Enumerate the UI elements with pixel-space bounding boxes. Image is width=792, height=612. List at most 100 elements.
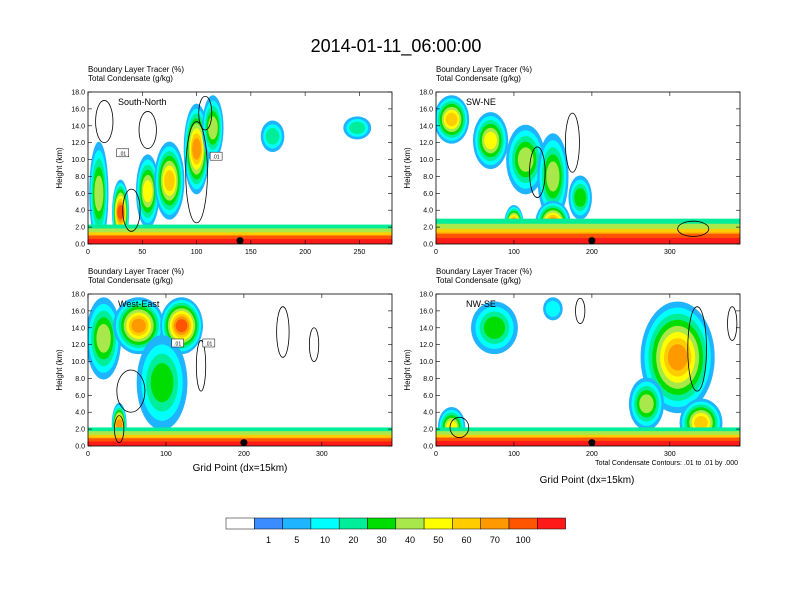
tracer-plume-5-level-30 bbox=[207, 116, 218, 140]
tracer-plume-2-level-40 bbox=[142, 179, 153, 203]
condensate-contour-2 bbox=[276, 306, 290, 358]
tracer-plume-1-level-40 bbox=[484, 131, 498, 150]
colorbar-swatch-11 bbox=[537, 517, 566, 530]
condensate-contour-2 bbox=[677, 220, 710, 237]
y-tick-label-7: 14.0 bbox=[419, 123, 433, 130]
y-tick-label-9: 18.0 bbox=[419, 292, 433, 299]
x-tick-label-3: 300 bbox=[316, 451, 328, 458]
plot-frame bbox=[87, 91, 393, 245]
colorbar-label-9: 100 bbox=[516, 535, 531, 545]
tracer-plume-2-level-30 bbox=[517, 147, 534, 172]
y-tick-label-1: 2.0 bbox=[75, 427, 85, 434]
x-tick-label-1: 50 bbox=[138, 249, 146, 256]
condensate-contour-4 bbox=[122, 188, 141, 232]
panel-label: SW-NE bbox=[466, 97, 496, 107]
tracer-plume-4-level-60 bbox=[192, 138, 201, 160]
panel-label: West-East bbox=[118, 299, 160, 309]
y-tick-label-8: 16.0 bbox=[71, 106, 85, 113]
panel-subtitle-tracer: Boundary Layer Tracer (%) bbox=[88, 267, 184, 276]
panels: Boundary Layer Tracer (%)Total Condensat… bbox=[55, 65, 741, 458]
y-tick-label-8: 16.0 bbox=[419, 106, 433, 113]
y-tick-label-2: 4.0 bbox=[75, 208, 85, 215]
y-axis-label: Height (km) bbox=[403, 147, 412, 189]
y-tick-label-9: 18.0 bbox=[71, 90, 85, 97]
y-tick-label-3: 6.0 bbox=[75, 191, 85, 198]
boundary-layer-band-5 bbox=[436, 440, 740, 446]
panel-west-east: Boundary Layer Tracer (%)Total Condensat… bbox=[55, 267, 393, 458]
tracer-field: .01 .01 bbox=[88, 95, 392, 244]
condensate-contour-0 bbox=[116, 369, 146, 413]
panel-subtitle-condensate: Total Condensate (g/kg) bbox=[88, 74, 173, 83]
panel-sw-ne: Boundary Layer Tracer (%)Total Condensat… bbox=[403, 65, 741, 256]
colorbar-swatch-0 bbox=[225, 517, 255, 530]
panel-subtitle-tracer: Boundary Layer Tracer (%) bbox=[436, 65, 532, 74]
x-tick-label-1: 100 bbox=[160, 451, 172, 458]
contour-label-0: .01 bbox=[119, 151, 126, 157]
contour-label-1: .01 bbox=[205, 341, 212, 347]
colorbar-label-6: 50 bbox=[433, 535, 443, 545]
condensate-contour-1 bbox=[529, 146, 546, 198]
contour-label-box-0 bbox=[171, 338, 184, 348]
tracer-plume-1-level-70 bbox=[117, 205, 124, 220]
y-tick-label-2: 4.0 bbox=[423, 208, 433, 215]
x-axis-label-right: Grid Point (dx=15km) bbox=[540, 475, 635, 486]
plot-area bbox=[88, 92, 392, 244]
tracer-plume-7-level-10 bbox=[349, 121, 366, 135]
x-tick-label-0: 0 bbox=[434, 451, 438, 458]
y-tick-label-1: 2.0 bbox=[423, 225, 433, 232]
figure-title: 2014-01-11_06:00:00 bbox=[311, 36, 482, 57]
y-tick-label-9: 18.0 bbox=[71, 292, 85, 299]
y-tick-label-2: 4.0 bbox=[423, 410, 433, 417]
x-tick-label-3: 300 bbox=[664, 249, 676, 256]
x-tick-label-0: 0 bbox=[86, 249, 90, 256]
tracer-plume-0-level-20 bbox=[483, 316, 506, 339]
y-tick-label-6: 12.0 bbox=[71, 140, 85, 147]
contour-label-1: .01 bbox=[213, 155, 220, 161]
y-tick-label-6: 12.0 bbox=[71, 342, 85, 349]
y-tick-label-3: 6.0 bbox=[423, 191, 433, 198]
plot-frame bbox=[435, 293, 741, 447]
colorbar-label-5: 40 bbox=[405, 535, 415, 545]
colorbar-swatch-2 bbox=[282, 517, 312, 530]
x-tick-label-2: 200 bbox=[586, 249, 598, 256]
condensate-contour-3 bbox=[308, 327, 320, 362]
y-tick-label-4: 8.0 bbox=[423, 376, 433, 383]
panel-subtitle-condensate: Total Condensate (g/kg) bbox=[88, 276, 173, 285]
panel-subtitle-condensate: Total Condensate (g/kg) bbox=[436, 74, 521, 83]
colorbar-label-0: 1 bbox=[266, 535, 271, 545]
colorbar-swatch-10 bbox=[508, 517, 538, 530]
tracer-plume-2-level-70 bbox=[175, 319, 188, 333]
panel-subtitle-condensate: Total Condensate (g/kg) bbox=[436, 276, 521, 285]
tracer-plume-6-level-10 bbox=[265, 127, 280, 145]
colorbar: 1 5 10 20 30 40 50 60 70 100 bbox=[225, 517, 566, 545]
panel-subtitle-tracer: Boundary Layer Tracer (%) bbox=[436, 267, 532, 276]
location-marker bbox=[236, 237, 244, 245]
x-tick-label-5: 250 bbox=[354, 249, 366, 256]
colorbar-label-1: 5 bbox=[294, 535, 299, 545]
tracer-field bbox=[436, 95, 740, 244]
boundary-layer-band-5 bbox=[436, 237, 740, 244]
x-tick-label-3: 300 bbox=[664, 451, 676, 458]
panel-south-north: Boundary Layer Tracer (%)Total Condensat… bbox=[55, 65, 393, 256]
panel-label: NW-SE bbox=[466, 299, 496, 309]
y-tick-label-7: 14.0 bbox=[71, 325, 85, 332]
panel-subtitle-tracer: Boundary Layer Tracer (%) bbox=[88, 65, 184, 74]
y-tick-label-8: 16.0 bbox=[419, 308, 433, 315]
condensate-contour-2 bbox=[185, 121, 208, 224]
y-tick-label-5: 10.0 bbox=[419, 157, 433, 164]
condensate-contour-0 bbox=[687, 306, 707, 392]
condensate-contour-3 bbox=[449, 416, 470, 438]
y-tick-label-5: 10.0 bbox=[71, 157, 85, 164]
tracer-field: .01 .01 bbox=[88, 297, 392, 446]
x-axis-label-left: Grid Point (dx=15km) bbox=[193, 463, 288, 474]
y-tick-label-3: 6.0 bbox=[423, 393, 433, 400]
x-tick-label-0: 0 bbox=[86, 451, 90, 458]
tracer-plume-0-level-50 bbox=[445, 112, 458, 127]
y-tick-label-6: 12.0 bbox=[419, 342, 433, 349]
y-tick-label-2: 4.0 bbox=[75, 410, 85, 417]
tracer-plume-4-level-20 bbox=[574, 188, 587, 207]
y-tick-label-4: 8.0 bbox=[423, 174, 433, 181]
y-axis-label: Height (km) bbox=[55, 349, 64, 391]
y-axis-label: Height (km) bbox=[403, 349, 412, 391]
